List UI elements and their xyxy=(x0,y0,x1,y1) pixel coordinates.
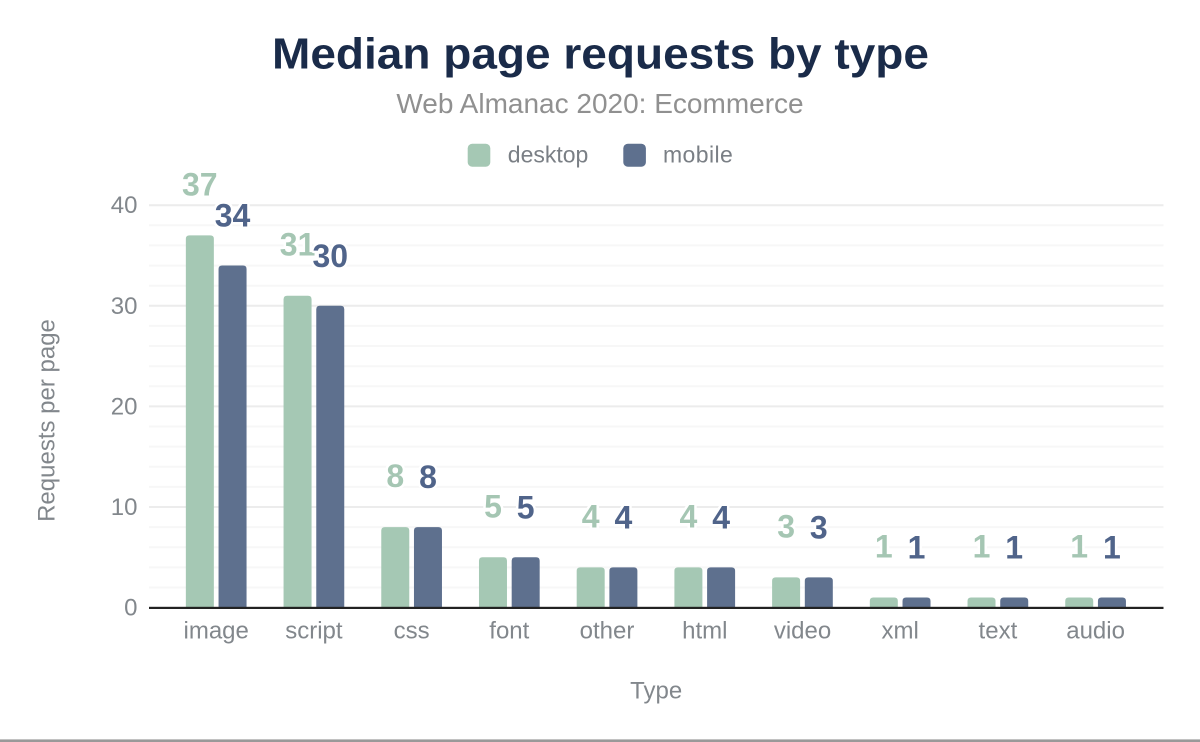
svg-text:image: image xyxy=(184,618,249,645)
svg-text:mobile: mobile xyxy=(663,142,733,168)
svg-text:4: 4 xyxy=(582,498,600,534)
svg-text:40: 40 xyxy=(111,192,138,219)
svg-text:1: 1 xyxy=(973,529,991,565)
svg-text:1: 1 xyxy=(1103,530,1121,566)
svg-text:1: 1 xyxy=(1005,530,1023,566)
svg-text:4: 4 xyxy=(615,499,633,535)
svg-text:20: 20 xyxy=(111,393,138,420)
svg-text:5: 5 xyxy=(484,488,502,524)
svg-text:Type: Type xyxy=(630,678,682,705)
svg-text:Median page requests by type: Median page requests by type xyxy=(272,30,929,79)
svg-text:5: 5 xyxy=(517,489,535,525)
svg-text:3: 3 xyxy=(810,509,828,545)
svg-text:30: 30 xyxy=(111,293,138,320)
svg-text:34: 34 xyxy=(215,198,251,234)
svg-text:10: 10 xyxy=(111,494,138,521)
svg-text:xml: xml xyxy=(882,618,919,645)
svg-text:3: 3 xyxy=(777,508,795,544)
svg-text:html: html xyxy=(682,618,727,645)
svg-text:1: 1 xyxy=(1070,529,1088,565)
svg-text:37: 37 xyxy=(182,166,218,202)
svg-text:script: script xyxy=(285,618,343,645)
svg-text:audio: audio xyxy=(1066,618,1125,645)
svg-text:0: 0 xyxy=(124,595,137,622)
svg-text:text: text xyxy=(979,618,1018,645)
svg-text:4: 4 xyxy=(712,499,730,535)
svg-text:Web Almanac 2020: Ecommerce: Web Almanac 2020: Ecommerce xyxy=(396,88,803,119)
svg-text:other: other xyxy=(580,618,635,645)
svg-text:4: 4 xyxy=(680,498,698,534)
svg-text:31: 31 xyxy=(280,227,316,263)
svg-text:desktop: desktop xyxy=(508,142,589,168)
svg-text:8: 8 xyxy=(419,459,437,495)
svg-text:font: font xyxy=(489,618,529,645)
svg-text:css: css xyxy=(394,618,430,645)
svg-text:1: 1 xyxy=(875,529,893,565)
svg-text:video: video xyxy=(774,618,831,645)
svg-text:30: 30 xyxy=(313,238,349,274)
svg-text:1: 1 xyxy=(908,530,926,566)
svg-text:Requests per page: Requests per page xyxy=(34,319,61,522)
svg-text:8: 8 xyxy=(386,458,404,494)
